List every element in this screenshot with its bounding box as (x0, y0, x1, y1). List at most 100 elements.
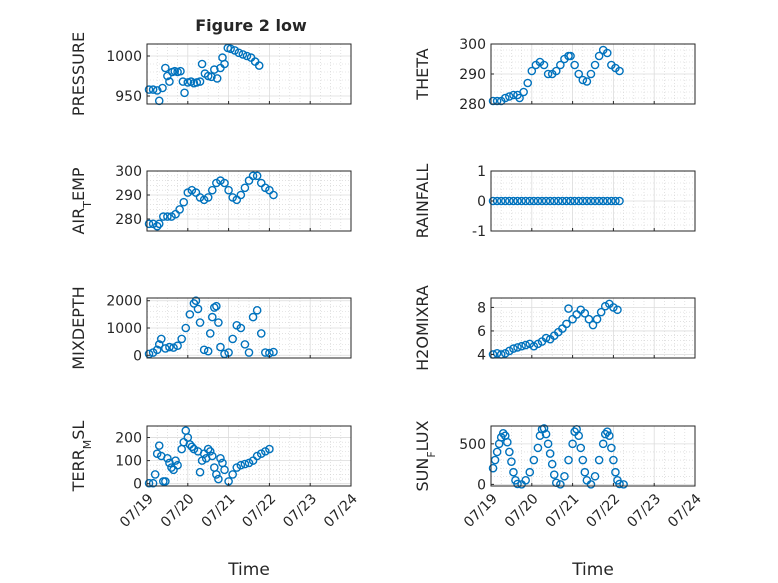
data-point (547, 459, 557, 469)
data-point (568, 439, 577, 449)
y-tick-label: 0 (133, 348, 142, 364)
data-point (545, 449, 555, 458)
data-point (602, 196, 612, 206)
data-point (562, 196, 571, 206)
x-tick-label: 07/24 (321, 491, 361, 531)
data-point (169, 343, 178, 352)
data-point (158, 83, 167, 93)
data-point (220, 465, 229, 475)
subplot-rainfall: -1 0 1 RAINFALL (413, 164, 696, 240)
data-point (216, 342, 225, 352)
data-point (513, 343, 522, 352)
data-point (521, 476, 530, 485)
data-point (578, 455, 588, 465)
data-point (254, 61, 264, 70)
data-point (240, 459, 250, 469)
data-point (551, 66, 561, 76)
data-point (244, 348, 254, 357)
data-point (207, 185, 217, 195)
data-point (242, 51, 252, 61)
data-point (541, 333, 551, 343)
y-tick-label: 500 (459, 437, 486, 453)
subplot-h2omixra: 4 6 8 H2OMIXRA (413, 285, 696, 371)
data-point (562, 319, 571, 329)
data-point (570, 196, 579, 206)
y-axis-label: PRESSURE (69, 32, 88, 116)
data-point (521, 340, 530, 350)
data-point (584, 314, 594, 324)
data-point (517, 196, 526, 206)
data-point (594, 51, 604, 61)
data-series (488, 45, 624, 106)
data-point (607, 196, 616, 206)
y-tick-label: 0 (477, 477, 486, 493)
x-tick-label: 07/21 (199, 491, 239, 531)
data-point (570, 60, 579, 70)
data-point (192, 78, 202, 87)
data-point (539, 424, 549, 433)
data-point (537, 196, 547, 206)
axes-frame (490, 425, 696, 487)
data-point (203, 71, 213, 81)
data-point (269, 347, 278, 357)
data-point (580, 308, 590, 318)
data-point (602, 427, 612, 436)
data-point (203, 346, 213, 356)
data-point (517, 341, 526, 351)
y-tick-label: 290 (115, 188, 142, 204)
data-point (154, 219, 164, 229)
data-point (154, 441, 164, 450)
subplot-air-temp: 280 290 300 AIRTEMP (69, 164, 352, 235)
data-point (236, 460, 246, 470)
data-point (586, 196, 596, 206)
data-point (496, 196, 506, 206)
data-point (598, 196, 608, 206)
data-point (191, 296, 201, 306)
data-point (574, 69, 584, 79)
axes-frame (146, 170, 352, 232)
data-point (165, 77, 174, 86)
axes-frame (146, 43, 352, 105)
data-point (195, 318, 205, 327)
data-point (492, 348, 502, 358)
data-point (576, 443, 586, 453)
data-point (527, 66, 537, 76)
data-point (212, 301, 221, 311)
data-point (187, 442, 197, 452)
data-point (193, 304, 203, 314)
x-axis-label: Time (227, 560, 270, 580)
data-point (161, 63, 170, 73)
data-point (500, 93, 510, 103)
data-point (560, 471, 569, 481)
data-point (586, 69, 596, 79)
x-tick-label: 07/21 (543, 491, 583, 531)
data-point (212, 470, 221, 479)
y-tick-label: 0 (133, 477, 142, 493)
data-point (574, 431, 584, 441)
data-point (180, 88, 189, 98)
x-tick-label: 07/22 (583, 491, 623, 531)
data-point (509, 196, 518, 206)
data-point (600, 429, 610, 439)
data-point (564, 455, 573, 465)
data-point (173, 460, 182, 470)
x-tick-label: 07/23 (624, 491, 664, 531)
data-point (523, 78, 533, 88)
data-point (586, 480, 596, 489)
y-tick-label: -1 (472, 224, 486, 240)
data-point (488, 96, 498, 106)
axes-frame (490, 297, 696, 359)
data-point (183, 78, 193, 87)
data-point (543, 69, 553, 79)
y-tick-label: 200 (115, 431, 142, 447)
x-axis-label: Time (571, 560, 614, 580)
data-point (214, 318, 223, 327)
y-axis-label: TERRMSL (69, 421, 94, 493)
data-point (488, 463, 498, 473)
data-point (529, 455, 539, 465)
data-point (580, 467, 590, 477)
y-axis-label: SUNFLUX (413, 420, 438, 491)
data-point (144, 478, 154, 488)
